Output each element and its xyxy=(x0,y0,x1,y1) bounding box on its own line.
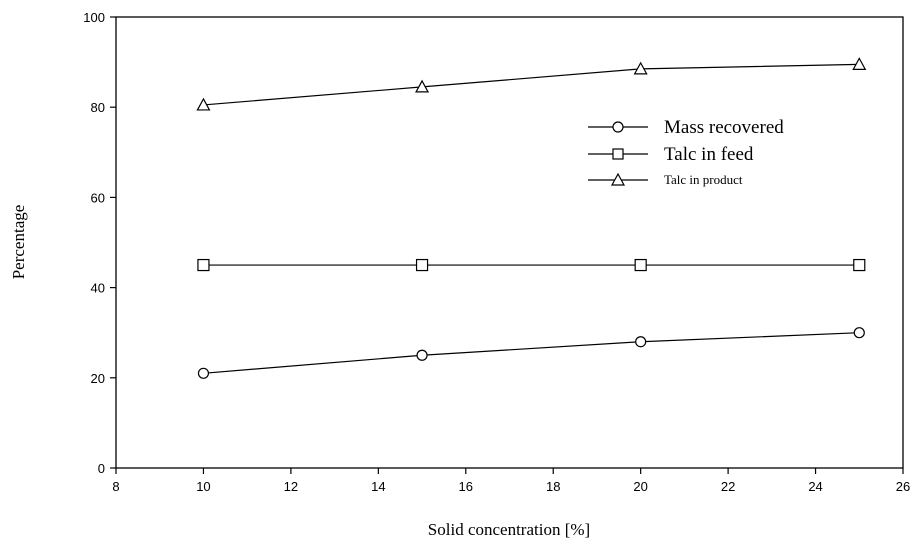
legend-item-talc-in-product: Talc in product xyxy=(588,172,743,187)
x-axis-title: Solid concentration [%] xyxy=(428,520,590,539)
x-tick-label: 22 xyxy=(721,479,735,494)
y-tick-label: 40 xyxy=(91,281,105,296)
x-tick-label: 16 xyxy=(459,479,473,494)
legend-item-talc-in-feed: Talc in feed xyxy=(588,144,754,165)
y-axis-title: Percentage xyxy=(9,205,28,280)
data-point-circle xyxy=(197,367,210,379)
x-tick-label: 8 xyxy=(112,479,119,494)
data-point-circle xyxy=(635,336,647,348)
y-tick-label: 20 xyxy=(91,371,105,386)
legend-label-mass-recovered: Mass recovered xyxy=(664,117,784,138)
data-point-triangle xyxy=(633,61,648,75)
y-tick-label: 0 xyxy=(98,461,105,476)
legend-marker-triangle xyxy=(610,172,626,186)
series-line-talc-in-product xyxy=(203,63,860,106)
x-tick-label: 18 xyxy=(546,479,560,494)
y-tick-label: 60 xyxy=(91,190,105,205)
data-point-square xyxy=(634,258,647,272)
series-layer xyxy=(196,57,867,379)
data-point-circle xyxy=(853,327,865,339)
legend-marker-square xyxy=(612,148,624,160)
series-talc-in-feed xyxy=(197,258,866,272)
x-tick-label: 24 xyxy=(808,479,822,494)
data-point-triangle xyxy=(415,79,430,93)
series-talc-in-product xyxy=(196,57,867,111)
x-tick-label: 12 xyxy=(284,479,298,494)
axes: 8 10 12 14 16 18 20 22 24 26 0 20 40 60 80 100 xyxy=(83,10,910,494)
y-tick-label: 80 xyxy=(91,100,105,115)
y-tick-label: 100 xyxy=(83,10,105,25)
data-point-triangle xyxy=(852,57,867,70)
data-point-square xyxy=(197,258,210,272)
y-axis-ticks: 0 20 40 60 80 100 xyxy=(83,10,116,476)
x-tick-label: 14 xyxy=(371,479,385,494)
x-tick-label: 10 xyxy=(196,479,210,494)
x-tick-label: 20 xyxy=(633,479,647,494)
legend-item-mass-recovered: Mass recovered xyxy=(588,117,784,138)
data-point-triangle xyxy=(196,97,211,111)
series-mass-recovered xyxy=(197,327,865,379)
data-point-circle xyxy=(416,349,428,361)
legend: Mass recovered Talc in feed Talc in prod… xyxy=(588,117,784,187)
x-axis-ticks: 8 10 12 14 16 18 20 22 24 26 xyxy=(112,468,910,494)
legend-label-talc-in-feed: Talc in feed xyxy=(664,144,754,165)
data-point-square xyxy=(415,258,429,272)
legend-label-talc-in-product: Talc in product xyxy=(664,172,743,187)
series-line-mass-recovered xyxy=(203,332,860,374)
data-point-square xyxy=(853,258,866,272)
legend-marker-circle xyxy=(612,121,624,133)
plot-frame xyxy=(115,16,904,469)
x-tick-label: 26 xyxy=(896,479,910,494)
